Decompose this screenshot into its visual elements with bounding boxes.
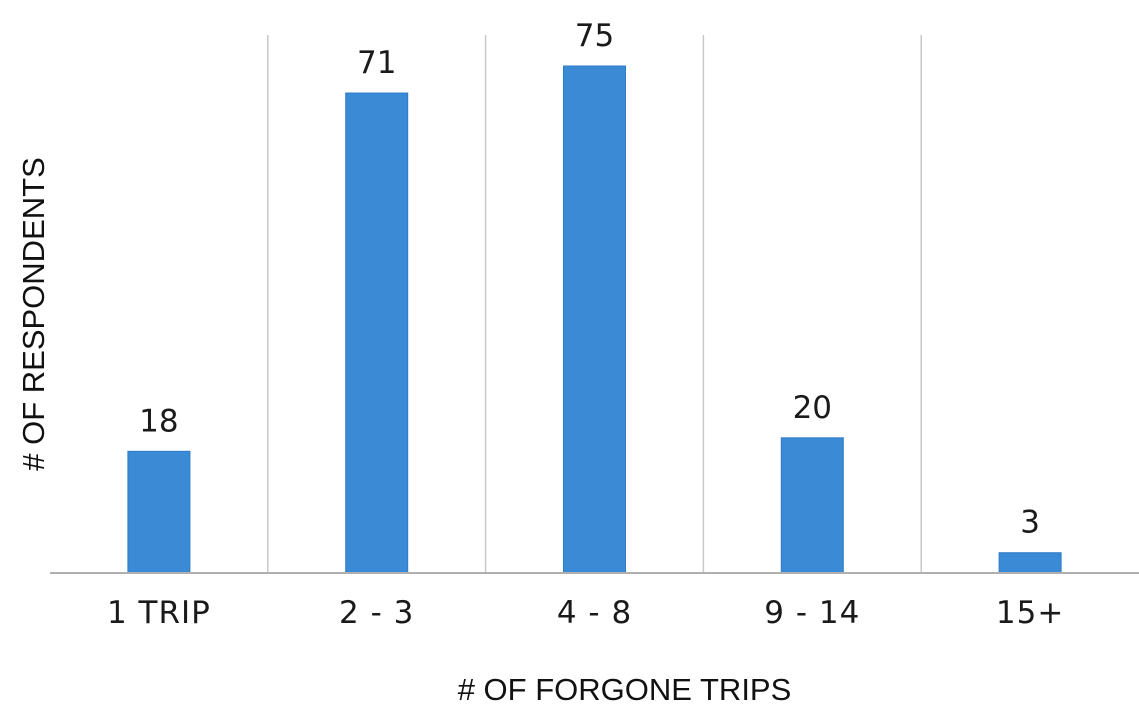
x-tick-label: 9 - 14 <box>764 595 860 631</box>
data-label: 20 <box>793 390 832 426</box>
bar <box>563 65 626 574</box>
y-axis-title: # OF RESPONDENTS <box>16 157 51 471</box>
data-label: 3 <box>1020 505 1040 541</box>
x-tick-label: 4 - 8 <box>557 595 632 631</box>
bar <box>345 92 409 574</box>
bar <box>998 552 1062 574</box>
gridlines <box>267 35 922 573</box>
x-tick-label: 15+ <box>996 595 1064 631</box>
data-label: 71 <box>357 45 396 81</box>
data-label: 75 <box>575 18 614 54</box>
data-label: 18 <box>139 403 178 439</box>
x-tick-label: 1 TRIP <box>107 595 211 631</box>
bar <box>127 450 191 574</box>
bar <box>780 437 844 574</box>
data-labels: 18 71 75 20 3 <box>139 18 1040 541</box>
x-axis-title: # OF FORGONE TRIPS <box>458 672 792 707</box>
x-tick-label: 2 - 3 <box>339 595 414 631</box>
x-tick-labels: 1 TRIP 2 - 3 4 - 8 9 - 14 15+ <box>107 595 1064 631</box>
